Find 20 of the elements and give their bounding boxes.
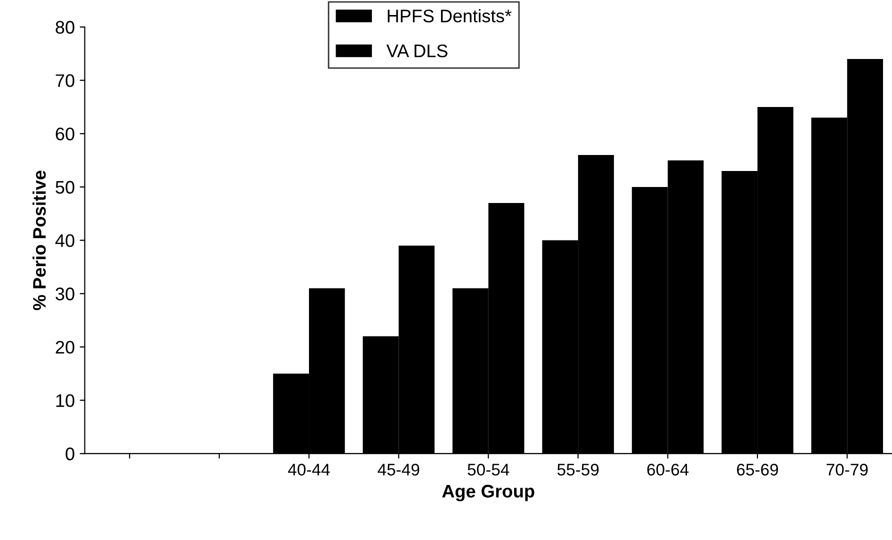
y-tick-label: 30 [56, 288, 74, 300]
y-tick-label: 60 [56, 128, 74, 140]
y-tick-label: 50 [56, 180, 74, 194]
y-tick-label: 0 [66, 448, 74, 460]
y-tick-label: 40 [55, 234, 74, 248]
y-tick-label: 70 [56, 74, 74, 88]
x-tick-label: 70-79 [826, 464, 868, 476]
x-tick-label: 50-54 [468, 464, 510, 476]
x-tick-label: 65-69 [736, 464, 778, 476]
x-tick-label: 60-64 [647, 464, 689, 476]
y-axis-title: % Perio Positive [32, 170, 46, 310]
y-tick-label: 20 [56, 340, 74, 354]
legend-label: HPFS Dentists* [388, 9, 512, 22]
x-tick-label: 45-49 [378, 464, 420, 476]
legend-label: VA DLS [386, 44, 448, 58]
x-tick-label: 55-59 [557, 464, 599, 476]
x-axis-title: Age Group [442, 484, 534, 502]
y-tick-label: 10 [56, 394, 74, 407]
x-tick-label: 40-44 [288, 464, 330, 476]
y-tick-label: 80 [56, 20, 74, 34]
